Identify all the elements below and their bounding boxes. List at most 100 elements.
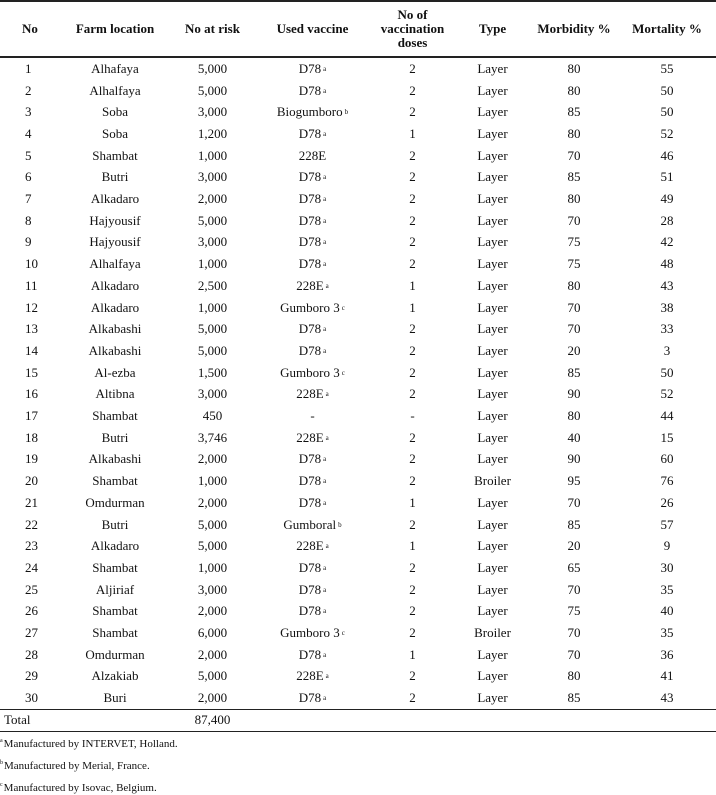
cell-text: 1 — [409, 299, 416, 315]
cell: Layer — [455, 167, 530, 189]
cell: 50 — [618, 80, 716, 102]
cell: 5,000 — [170, 666, 255, 688]
cell: 1,000 — [170, 145, 255, 167]
cell-text: 11 — [25, 277, 38, 293]
cell-text: 9 — [25, 234, 32, 250]
cell-text: Al-ezba — [94, 364, 136, 380]
cell: 85 — [530, 362, 618, 384]
cell-text: - — [310, 408, 315, 424]
cell: 2 — [370, 622, 455, 644]
cell: Butri — [60, 514, 170, 536]
cell-text: D78 — [298, 581, 322, 597]
cell: Hajyousif — [60, 210, 170, 232]
cell: 450 — [170, 405, 255, 427]
cell: Alhalfaya — [60, 253, 170, 275]
cell-text: 2 — [409, 668, 416, 684]
cell: 80 — [530, 58, 618, 80]
cell: 1,000 — [170, 253, 255, 275]
cell: 52 — [618, 123, 716, 145]
rule — [0, 56, 716, 58]
cell-text: 2,000 — [197, 494, 228, 510]
cell: 1 — [370, 535, 455, 557]
cell: 17 — [0, 405, 60, 427]
cell-text: 70 — [567, 147, 581, 163]
cell: 2,500 — [170, 275, 255, 297]
cell-text: 2 — [409, 473, 416, 489]
cell: 1 — [370, 297, 455, 319]
cell-text: 5,000 — [197, 60, 228, 76]
cell-text: 6 — [25, 169, 32, 185]
cell: Layer — [455, 318, 530, 340]
cell: Altibna — [60, 384, 170, 406]
cell: Shambat — [60, 557, 170, 579]
cell: 1 — [370, 492, 455, 514]
cell-text: 40 — [660, 603, 674, 619]
cell-text: Layer — [477, 451, 508, 467]
cell: Layer — [455, 687, 530, 709]
cell-text: 1,000 — [197, 473, 228, 489]
cell: Layer — [455, 666, 530, 688]
cell-text: 70 — [567, 581, 581, 597]
cell-text: Layer — [477, 386, 508, 402]
cell: 70 — [530, 145, 618, 167]
cell: 6 — [0, 167, 60, 189]
cell-text: Layer — [477, 125, 508, 141]
cell: 42 — [618, 232, 716, 254]
cell-text: 30 — [25, 690, 38, 706]
cell-text: Layer — [477, 212, 508, 228]
cell: 22 — [0, 514, 60, 536]
cell: 80 — [530, 123, 618, 145]
cell-text: 1,000 — [197, 256, 228, 272]
cell: 2,000 — [170, 644, 255, 666]
cell: 80 — [530, 666, 618, 688]
cell-text: 2 — [409, 169, 416, 185]
cell-text: 2 — [409, 321, 416, 337]
cell: 40 — [530, 427, 618, 449]
cell-text: 57 — [660, 516, 674, 532]
cell-text: 1 — [409, 646, 416, 662]
cell: 228E a — [296, 429, 329, 445]
cell-text: 7 — [25, 191, 32, 207]
cell-text: 450 — [202, 408, 223, 424]
header-text: Morbidity % — [537, 20, 611, 36]
cell-text: D78 — [298, 690, 322, 706]
cell-text: 1 — [25, 60, 32, 76]
cell-text: 50 — [660, 82, 674, 98]
cell-text: Alzakiab — [91, 668, 139, 684]
cell: 46 — [618, 145, 716, 167]
cell: Layer — [455, 145, 530, 167]
cell: D78 a — [298, 169, 327, 185]
cell: 1,000 — [170, 297, 255, 319]
cell-text: 5,000 — [197, 342, 228, 358]
cell-text: Soba — [102, 104, 128, 120]
cell: 3,000 — [170, 579, 255, 601]
cell-text: Layer — [477, 429, 508, 445]
cell: Alkadaro — [60, 275, 170, 297]
cell-text: Alhalfaya — [89, 82, 141, 98]
cell: 228E a — [296, 277, 329, 293]
cell-text: 17 — [25, 408, 38, 424]
cell-text: 75 — [567, 256, 581, 272]
cell: 228E — [255, 145, 370, 167]
header-text: Farm location — [75, 20, 155, 36]
footnote-text: Manufactured by Merial, France. — [4, 759, 150, 772]
cell-text: D78 — [298, 234, 322, 250]
cell-text: 5,000 — [197, 82, 228, 98]
cell-text: D78 — [298, 473, 322, 489]
cell-text: D78 — [298, 191, 322, 207]
cell-text: 2 — [409, 364, 416, 380]
cell: 9 — [618, 535, 716, 557]
cell: 13 — [0, 318, 60, 340]
cell: D78 a — [298, 234, 327, 250]
cell: 14 — [0, 340, 60, 362]
cell-text: 51 — [660, 169, 674, 185]
cell: Layer — [455, 253, 530, 275]
cell-text: 2 — [409, 82, 416, 98]
cell: Layer — [455, 492, 530, 514]
header-text: Type — [478, 20, 507, 36]
cell: 48 — [618, 253, 716, 275]
cell: 6,000 — [170, 622, 255, 644]
cell-text: 85 — [567, 690, 581, 706]
cell: Layer — [455, 58, 530, 80]
cell: 2,000 — [170, 188, 255, 210]
